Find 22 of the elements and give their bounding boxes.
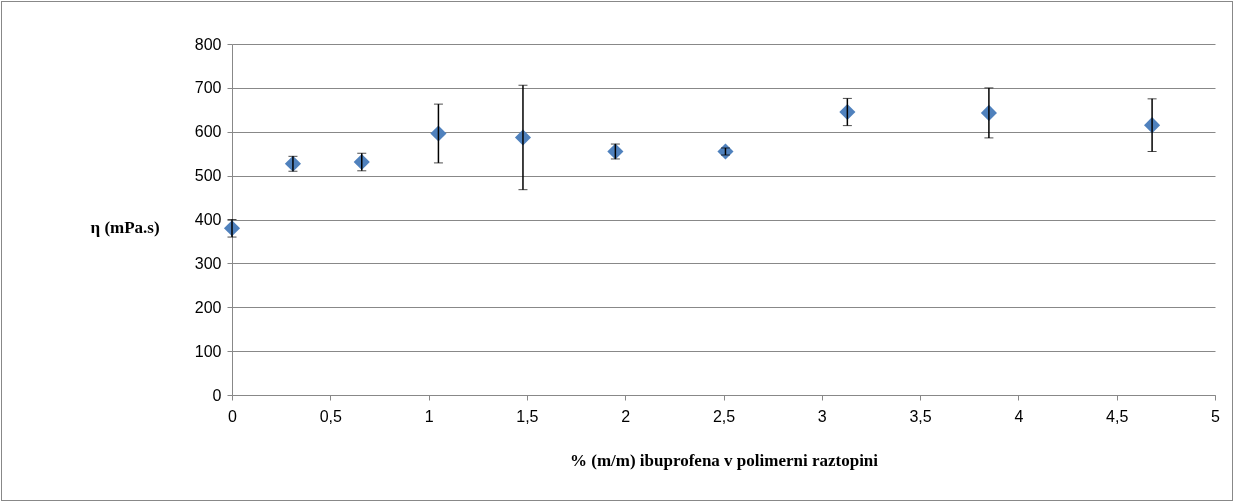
y-tick-label: 500 bbox=[194, 167, 222, 185]
x-tick-label: 0,5 bbox=[319, 407, 343, 425]
y-tick-label: 400 bbox=[194, 211, 222, 228]
x-tick-label: 1 bbox=[424, 407, 434, 425]
y-tick-label: 600 bbox=[194, 123, 222, 141]
y-tick-label: 100 bbox=[194, 342, 222, 360]
y-tick-label: 0 bbox=[212, 386, 222, 404]
x-tick-label: 0 bbox=[228, 407, 238, 425]
y-tick-label: 200 bbox=[194, 298, 222, 316]
x-tick-label: 5 bbox=[1211, 407, 1221, 425]
y-tick-label: 700 bbox=[194, 79, 222, 97]
x-tick-label: 4,5 bbox=[1106, 407, 1129, 425]
x-tick-label: 2,5 bbox=[712, 407, 736, 425]
y-tick-label: 800 bbox=[194, 35, 222, 53]
x-axis-title: % (m/m) ibuprofena v polimerni raztopini bbox=[569, 450, 879, 470]
x-tick-label: 3,5 bbox=[909, 407, 932, 425]
x-tick-label: 4 bbox=[1014, 407, 1024, 425]
y-axis-title: η (mPa.s) bbox=[90, 217, 160, 237]
x-tick-label: 2 bbox=[621, 407, 631, 425]
y-tick-label: 300 bbox=[194, 254, 222, 272]
x-tick-label: 3 bbox=[817, 407, 827, 425]
x-tick-label: 1,5 bbox=[516, 407, 539, 425]
